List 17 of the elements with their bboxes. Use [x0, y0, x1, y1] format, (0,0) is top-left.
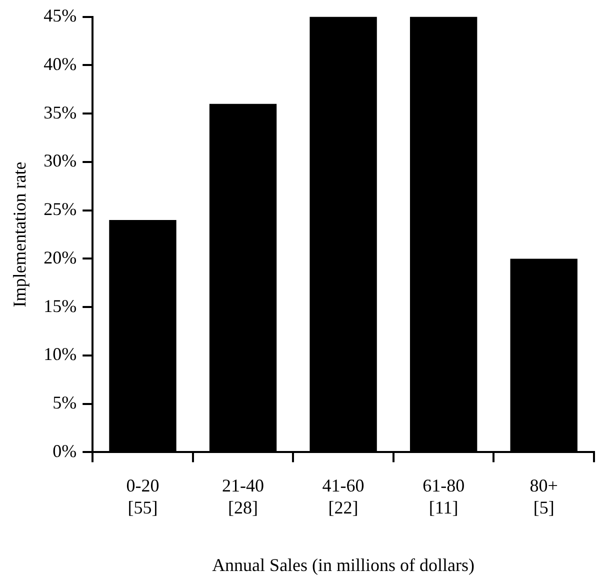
x-tick-label: 61-80 [11]	[422, 476, 465, 518]
y-tick-label: 10%	[44, 344, 77, 364]
x-axis-title: Annual Sales (in millions of dollars)	[212, 554, 475, 575]
x-tick-label: 0-20 [55]	[126, 476, 160, 518]
y-tick-label: 15%	[44, 296, 77, 316]
y-tick-label: 35%	[44, 102, 77, 122]
y-tick-label: 45%	[44, 6, 77, 26]
y-tick-label: 30%	[44, 150, 77, 171]
y-tick-label: 0%	[52, 440, 77, 461]
y-tick-label: 40%	[44, 54, 77, 74]
x-tick-label: 41-60 [22]	[322, 476, 364, 518]
y-axis-title: Implementation rate	[10, 162, 30, 308]
y-tick-label: 5%	[52, 392, 77, 413]
x-tick-label: 80+ [5]	[530, 476, 558, 518]
y-tick-label: 25%	[44, 199, 77, 220]
x-tick-label: 21-40 [28]	[222, 476, 264, 518]
y-tick-label: 20%	[44, 247, 77, 268]
